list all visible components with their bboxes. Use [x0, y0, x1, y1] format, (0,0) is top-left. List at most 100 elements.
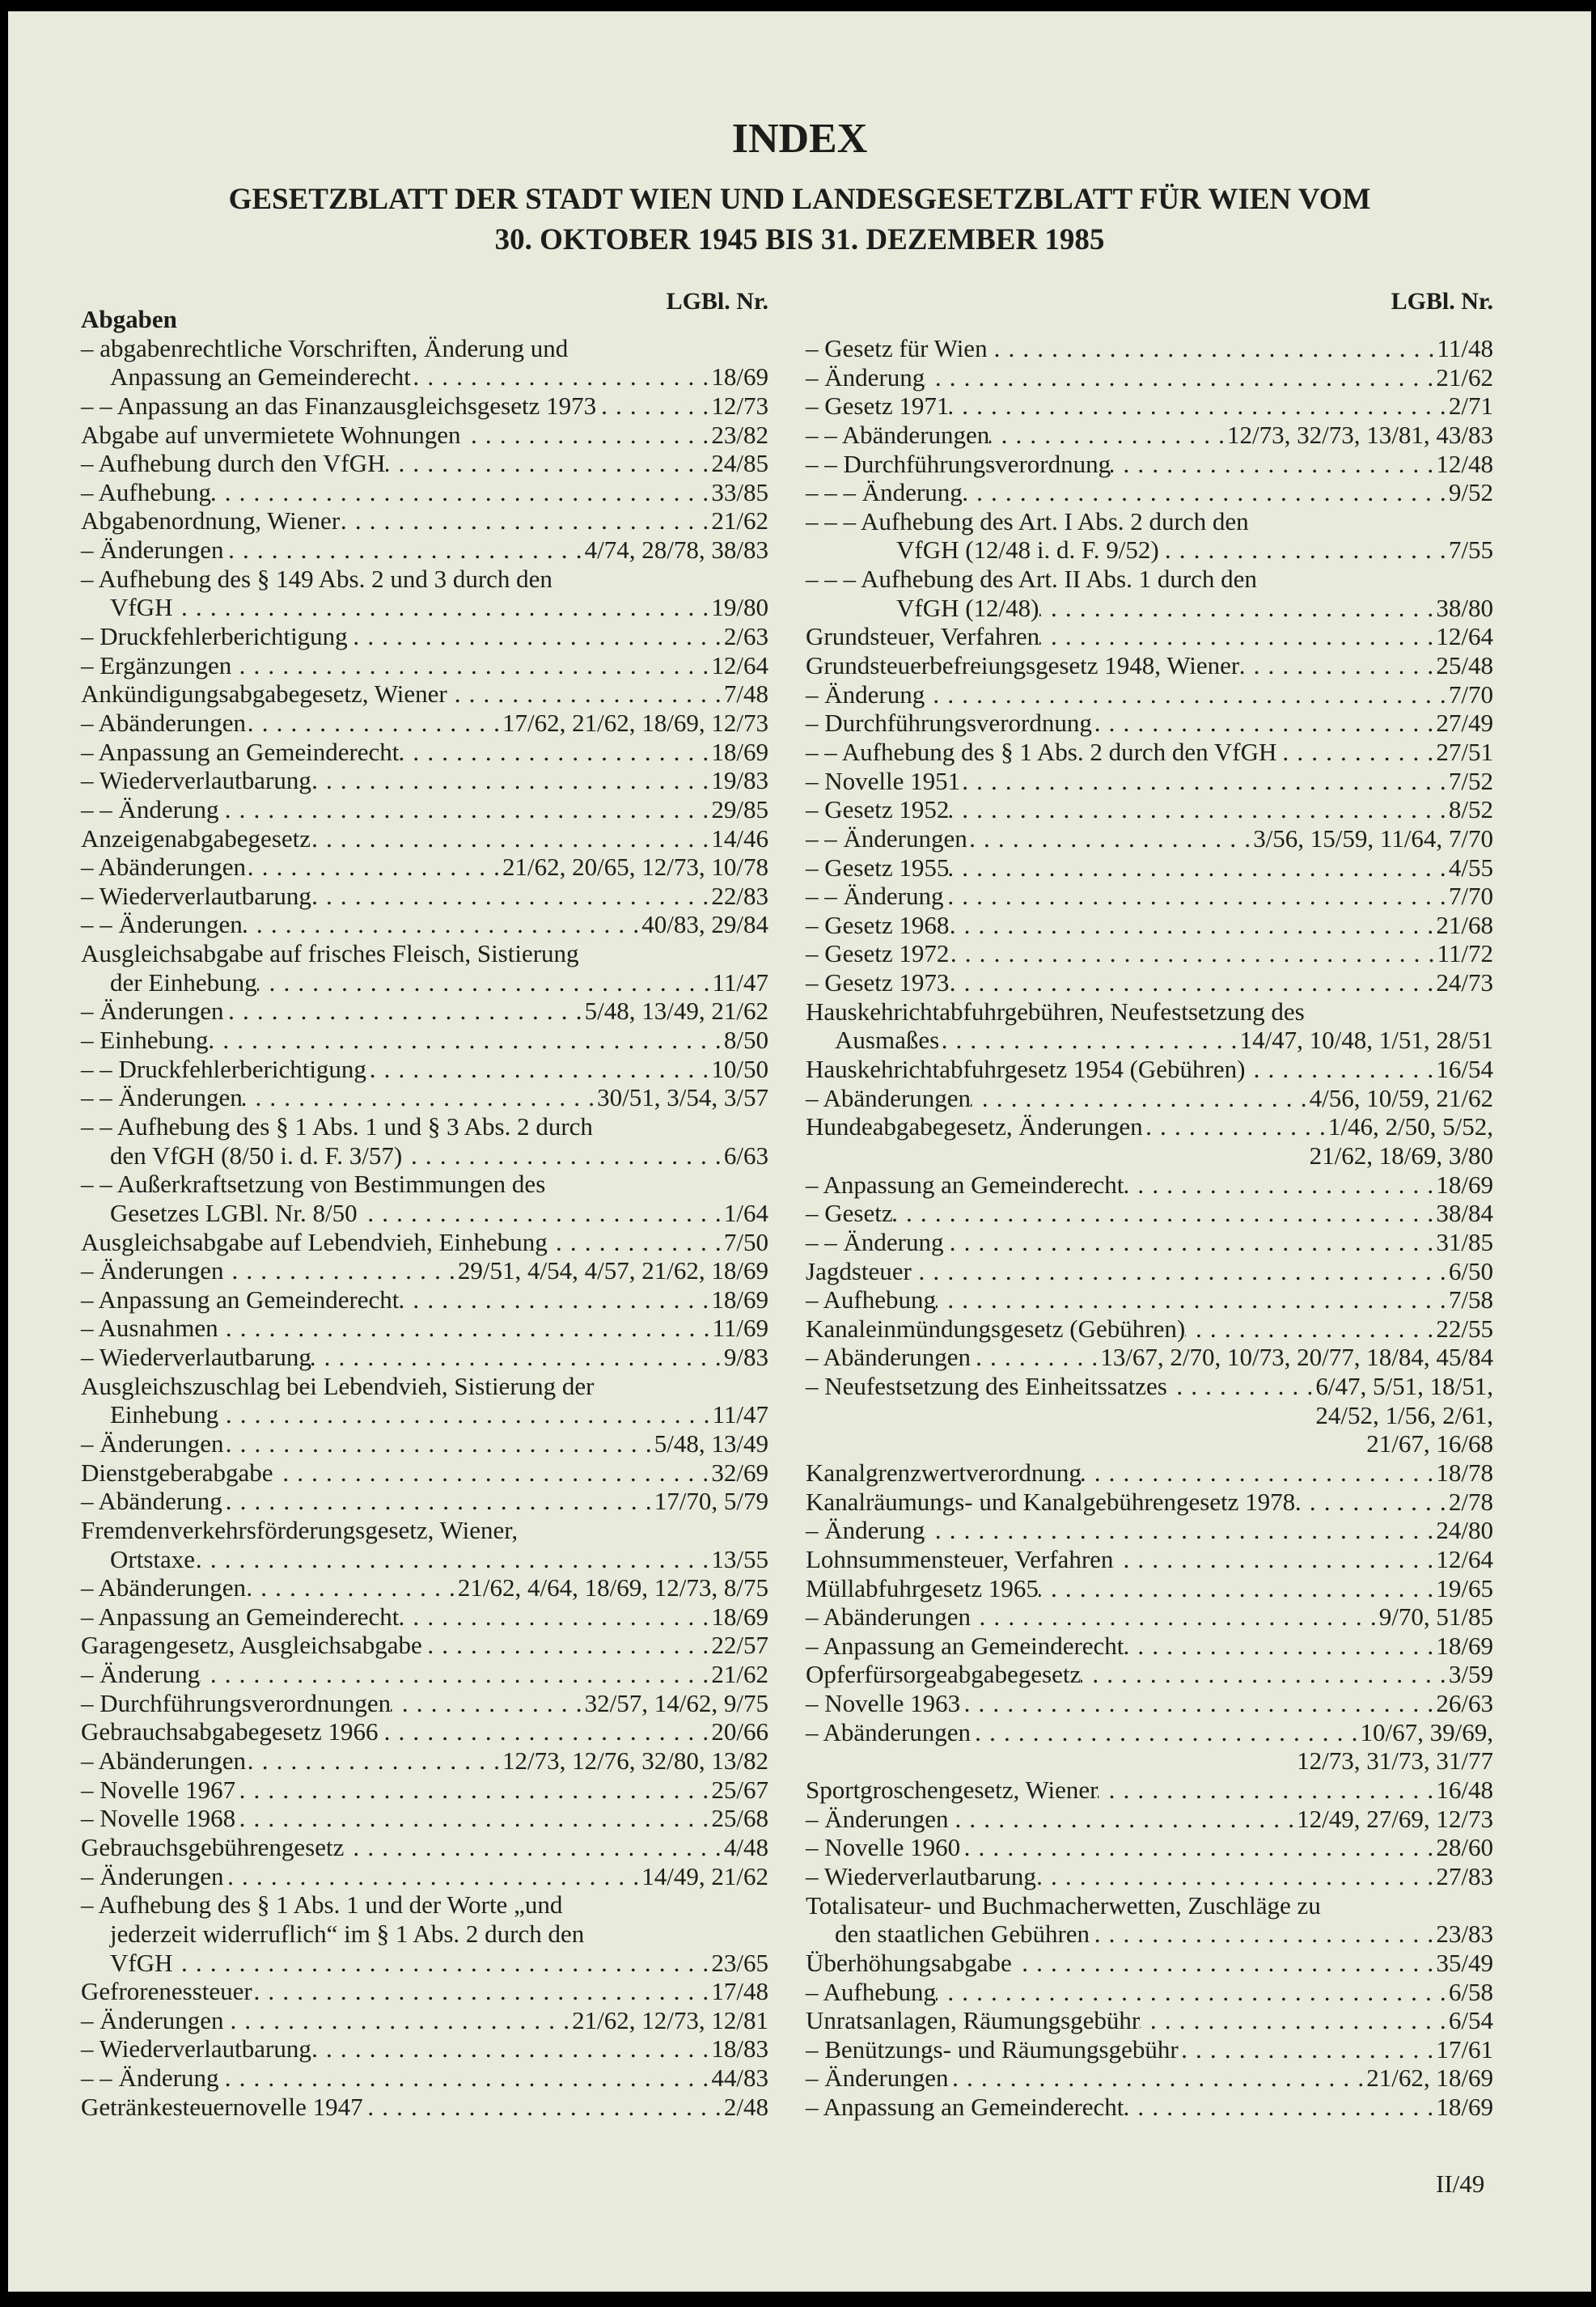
- entry-text: – – Änderung: [806, 1227, 944, 1256]
- lgbl-reference: 20/66: [711, 1717, 768, 1746]
- dot-leader: [1039, 1574, 1437, 1603]
- lgbl-reference: 1/64: [723, 1198, 768, 1227]
- lgbl-reference: 12/73, 12/76, 32/80, 13/82: [502, 1746, 768, 1776]
- dot-leader: [1090, 1920, 1436, 1949]
- entry-text: Garagengesetz, Ausgleichsabgabe: [81, 1631, 422, 1660]
- index-entry: – – Außerkraftsetzung von Bestimmungen d…: [81, 1170, 768, 1199]
- lgbl-reference: 8/50: [723, 1026, 768, 1055]
- entry-text: Anzeigenabgabegesetz: [81, 823, 311, 853]
- lgbl-reference: 29/85: [711, 794, 768, 823]
- entry-text: – Gesetz 1952: [806, 795, 950, 824]
- entry-text: – Abänderungen: [81, 1573, 247, 1602]
- entry-text: – Änderungen: [806, 1804, 949, 1833]
- dot-leader: [949, 968, 1436, 997]
- lgbl-reference: 2/71: [1448, 392, 1493, 421]
- entry-text: Kanaleinmündungsgesetz (Gebühren): [806, 1314, 1186, 1343]
- index-entry: Hundeabgabegesetz, Änderungen 1/46, 2/50,…: [806, 1112, 1493, 1141]
- dot-leader: [1179, 2035, 1437, 2064]
- entry-text: den VfGH (8/50 i. d. F. 3/57): [110, 1141, 403, 1170]
- lgbl-reference: 38/84: [1436, 1199, 1493, 1228]
- index-entry: Ankündigungsabgabegesetz, Wiener 7/48: [81, 679, 768, 709]
- index-entry: – Ausnahmen 11/69: [81, 1314, 768, 1343]
- dot-leader: [1081, 1660, 1449, 1689]
- dot-leader: [461, 421, 712, 450]
- index-entry: – Änderungen 29/51, 4/54, 4/57, 21/62, 18…: [81, 1256, 768, 1285]
- lgbl-reference: 12/49, 27/69, 12/73: [1297, 1804, 1493, 1833]
- index-entry: – Gesetz 1955 4/55: [806, 853, 1493, 883]
- entry-text: – – Aufhebung des § 1 Abs. 2 durch den V…: [806, 737, 1277, 766]
- entry-text: – Ausnahmen: [81, 1314, 218, 1343]
- dot-leader: [1295, 1488, 1449, 1517]
- entry-text: VfGH: [110, 593, 173, 622]
- dot-leader: [311, 1343, 724, 1372]
- dot-leader: [358, 1199, 724, 1228]
- dot-leader: [596, 392, 711, 421]
- dot-leader: [243, 910, 642, 939]
- entry-text: – Abänderungen: [806, 1602, 972, 1632]
- index-entry: VfGH (12/48) 38/80: [806, 594, 1493, 623]
- index-entry: 21/67, 16/68: [806, 1429, 1493, 1458]
- lgbl-reference: 6/50: [1448, 1256, 1493, 1285]
- lgbl-reference: 17/70, 5/79: [654, 1487, 768, 1516]
- dot-leader: [391, 1689, 585, 1718]
- index-entry: Gebrauchsgebührengesetz 4/48: [81, 1833, 768, 1862]
- index-entry: – Aufhebung 7/58: [806, 1285, 1493, 1314]
- lgbl-reference: 7/55: [1448, 535, 1493, 565]
- lgbl-reference: 24/85: [711, 449, 768, 478]
- lgbl-reference: 6/54: [1448, 2006, 1493, 2035]
- lgbl-reference: 32/69: [711, 1458, 768, 1487]
- entry-text: – – – Aufhebung des Art. I Abs. 2 durch …: [806, 506, 1249, 535]
- entry-text: Grundsteuer, Verfahren: [806, 622, 1040, 651]
- lgbl-reference: 11/69: [712, 1314, 768, 1343]
- index-entry: – – Durchführungsverordnung 12/48: [806, 450, 1493, 479]
- dot-leader: [989, 421, 1227, 450]
- lgbl-reference: 4/56, 10/59, 21/62: [1309, 1083, 1493, 1112]
- dot-leader: [949, 392, 1449, 421]
- entry-text: – Änderung: [806, 679, 925, 709]
- entry-text: – Neufestsetzung des Einheitssatzes: [806, 1372, 1167, 1401]
- entry-text: Einhebung: [110, 1400, 219, 1429]
- entry-text: – Gesetz 1955: [806, 853, 950, 882]
- index-entry: – Novelle 1968 25/68: [81, 1804, 768, 1833]
- dot-leader: [1124, 2093, 1436, 2122]
- index-entry: Ausgleichsabgabe auf Lebendvieh, Einhebu…: [81, 1228, 768, 1257]
- lgbl-reference: 4/55: [1448, 853, 1493, 882]
- entry-text: Hauskehrichtabfuhrgebühren, Neufestsetzu…: [806, 997, 1305, 1026]
- dot-leader: [960, 1833, 1436, 1862]
- lgbl-reference: 7/70: [1448, 882, 1493, 911]
- lgbl-reference: 21/62, 4/64, 18/69, 12/73, 8/75: [457, 1573, 768, 1602]
- index-entry: VfGH 23/65: [81, 1949, 768, 1978]
- lgbl-reference: 21/62: [711, 506, 768, 535]
- lgbl-reference: 23/83: [1436, 1920, 1493, 1949]
- page-subtitle: GESETZBLATT DER STADT WIEN UND LANDESGES…: [8, 180, 1591, 260]
- index-entry: – abgabenrechtliche Vorschriften, Änderu…: [81, 334, 768, 363]
- lgbl-reference: 25/67: [711, 1775, 768, 1804]
- dot-leader: [399, 1602, 711, 1632]
- index-entry: – Abänderungen 17/62, 21/62, 18/69, 12/73: [81, 709, 768, 738]
- page-number: II/49: [1436, 2169, 1485, 2198]
- index-entry: – Änderungen 12/49, 27/69, 12/73: [806, 1805, 1493, 1834]
- dot-leader: [363, 2093, 724, 2122]
- entry-text: Ortstaxe: [110, 1544, 196, 1573]
- entry-text: – Gesetz für Wien: [806, 334, 988, 362]
- entry-text: Gefrorenessteuer: [81, 1977, 252, 2006]
- entry-text: Überhöhungsabgabe: [806, 1948, 1012, 1977]
- dot-leader: [1167, 1372, 1316, 1401]
- index-entry: – – Änderung 7/70: [806, 882, 1493, 911]
- index-entry: – Abänderungen 12/73, 12/76, 32/80, 13/82: [81, 1746, 768, 1776]
- dot-leader: [1039, 622, 1436, 651]
- dot-leader: [1111, 450, 1436, 479]
- dot-leader: [936, 1978, 1449, 2007]
- index-entry: Abgabe auf unvermietete Wohnungen 23/82: [81, 421, 768, 450]
- entry-text: – Abänderungen: [806, 1083, 972, 1112]
- index-entry: Einhebung 11/47: [81, 1400, 768, 1429]
- index-entry: – Benützungs- und Räumungsgebühr 17/61: [806, 2035, 1493, 2064]
- lgbl-reference: 2/48: [723, 2092, 768, 2121]
- lgbl-reference: 2/78: [1448, 1487, 1493, 1516]
- entry-text: – Abänderung: [81, 1487, 222, 1516]
- lgbl-reference: 7/48: [723, 679, 768, 709]
- entry-text: – – Änderungen: [806, 823, 967, 853]
- lgbl-reference: 18/69: [1436, 1631, 1493, 1660]
- lgbl-reference: 44/83: [711, 2064, 768, 2093]
- entry-text: – Abänderungen: [81, 1746, 247, 1776]
